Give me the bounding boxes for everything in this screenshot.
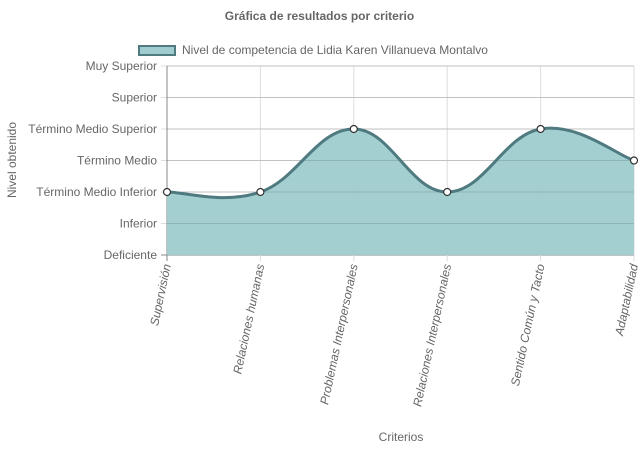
data-point	[536, 124, 545, 134]
x-tick-label: Problemas Interpersonales	[317, 263, 361, 406]
legend-label: Nivel de competencia de Lidia Karen Vill…	[182, 43, 488, 57]
x-tick-label: Supervisión	[147, 262, 174, 327]
y-tick-label: Término Medio Superior	[28, 122, 157, 136]
series-area	[167, 128, 634, 255]
data-point	[349, 124, 358, 134]
x-axis-label: Criterios	[378, 430, 424, 444]
legend-swatch	[138, 44, 176, 56]
y-tick-label: Término Medio Inferior	[36, 185, 157, 199]
x-tick-label: Relaciones Interpersonales	[410, 263, 454, 408]
y-tick-label: Deficiente	[104, 248, 158, 262]
x-tick-label: Relaciones humanas	[230, 263, 267, 376]
data-point	[162, 187, 172, 197]
y-tick-label: Muy Superior	[86, 59, 157, 73]
y-tick-label: Superior	[112, 91, 157, 105]
data-point	[629, 156, 639, 165]
y-tick-label: Término Medio	[77, 154, 157, 168]
data-point	[256, 187, 265, 197]
chart-title: Gráfica de resultados por criterio	[224, 9, 415, 23]
chart-legend[interactable]: Nivel de competencia de Lidia Karen Vill…	[138, 42, 488, 58]
x-tick-label: Sentido Común y Tacto	[508, 262, 548, 387]
y-tick-label: Inferior	[120, 217, 157, 231]
data-point	[443, 187, 452, 197]
x-tick-label: Adaptabilidad	[612, 262, 639, 337]
